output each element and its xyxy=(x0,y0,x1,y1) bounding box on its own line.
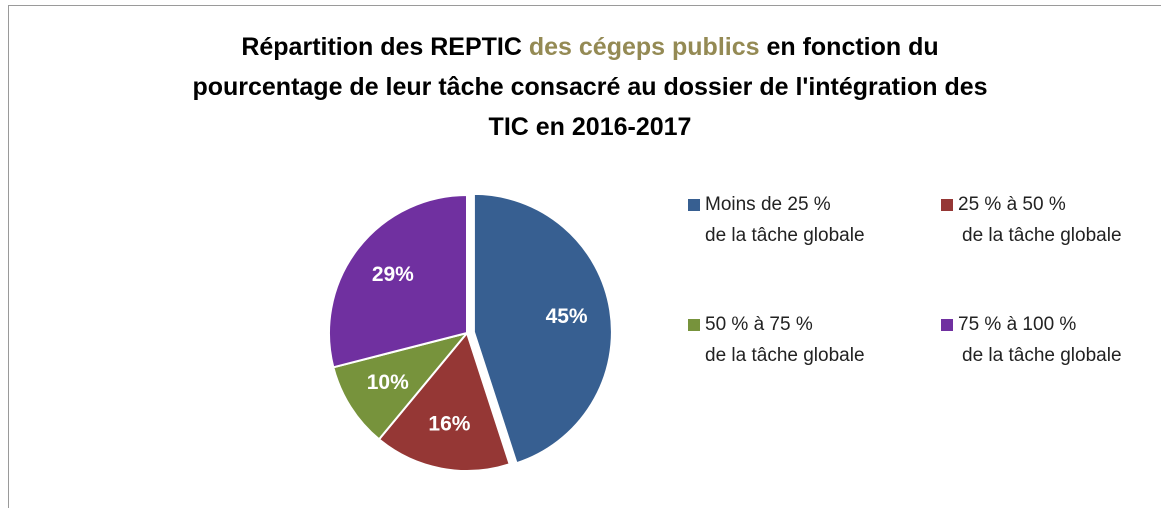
data-label: 29% xyxy=(372,263,414,286)
data-label: 16% xyxy=(428,413,470,436)
pie-slice xyxy=(472,192,613,465)
legend-label: de la tâche globale xyxy=(962,345,1122,366)
legend-marker xyxy=(941,199,953,211)
legend-marker xyxy=(688,319,700,331)
legend-marker xyxy=(941,319,953,331)
pie-slice xyxy=(328,193,468,369)
title-part: Répartition des REPTIC xyxy=(241,33,522,61)
legend-label: 50 % à 75 % xyxy=(705,314,813,335)
data-label: 45% xyxy=(546,305,588,328)
chart-title: Répartition des REPTIC des cégeps public… xyxy=(241,33,938,61)
legend-label: Moins de 25 % xyxy=(705,194,831,215)
legend-label: 25 % à 50 % xyxy=(958,194,1066,215)
title-part: en fonction du xyxy=(766,33,938,61)
legend-label: de la tâche globale xyxy=(705,225,865,246)
pie-slice xyxy=(377,330,511,472)
chart-title: TIC en 2016-2017 xyxy=(489,113,692,141)
title-part: TIC en 2016-2017 xyxy=(489,113,692,141)
legend-marker xyxy=(688,199,700,211)
title-part: des cégeps publics xyxy=(529,33,760,61)
legend-label: de la tâche globale xyxy=(705,345,865,366)
data-label: 10% xyxy=(367,371,409,394)
legend-label: 75 % à 100 % xyxy=(958,314,1076,335)
chart-title: pourcentage de leur tâche consacré au do… xyxy=(192,73,987,101)
title-part: pourcentage de leur tâche consacré au do… xyxy=(192,73,987,101)
legend-label: de la tâche globale xyxy=(962,225,1122,246)
